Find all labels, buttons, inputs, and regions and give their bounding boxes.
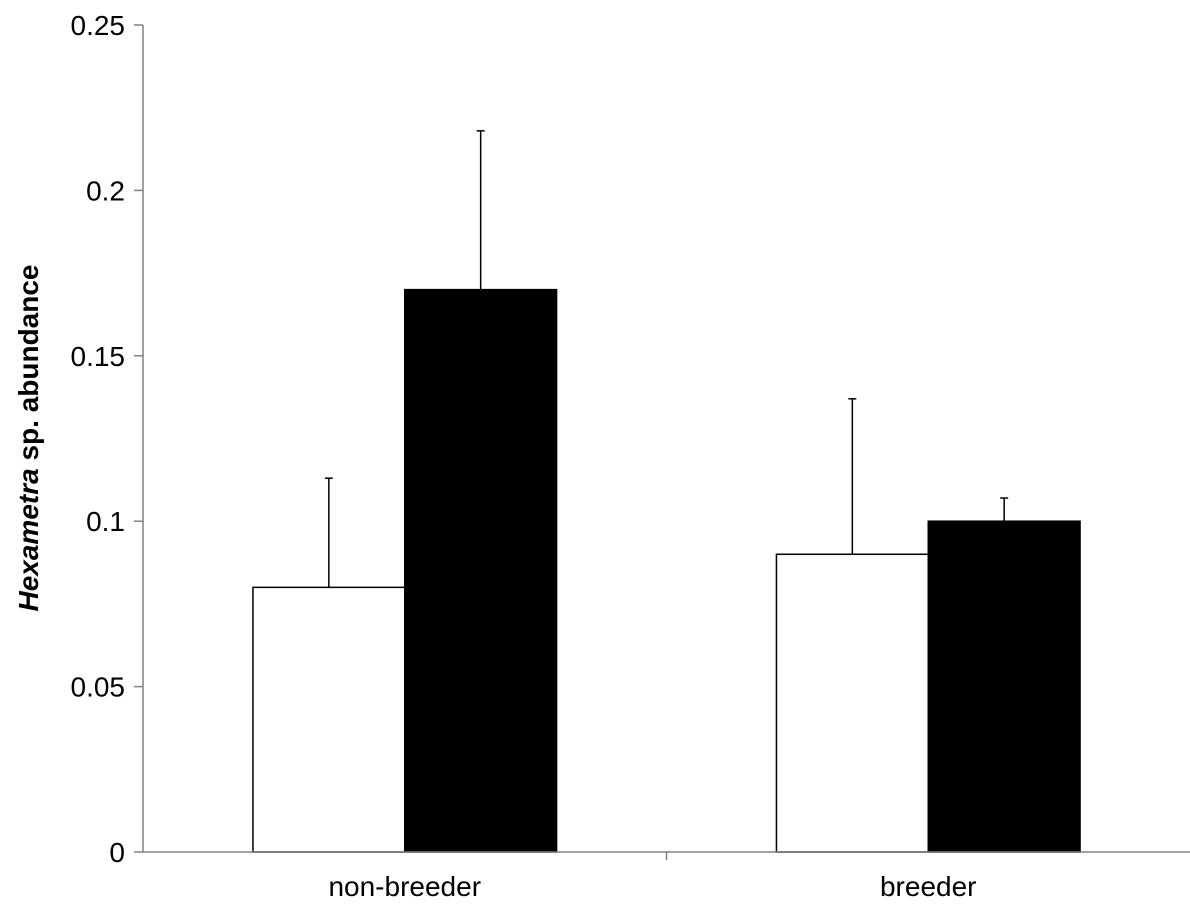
y-tick-label: 0.15 [71,341,126,372]
bar [927,520,1081,853]
bars-layer [252,288,1081,853]
y-tick-label: 0.25 [71,10,126,41]
error-bars-layer [324,130,1009,588]
bar [775,553,929,853]
y-axis-label: Hexametra sp. abundance [13,264,44,611]
bar [252,586,406,853]
y-tick-label: 0.1 [86,506,125,537]
x-tick-label: non-breeder [328,871,481,902]
x-tick-label: breeder [880,871,977,902]
y-axis-label-rest: sp. abundance [13,264,44,468]
x-ticks: non-breeder breeder [328,852,977,902]
y-tick-label: 0.2 [86,175,125,206]
y-ticks: 0 0.05 0.1 0.15 0.2 0.25 [71,10,143,868]
bar [404,288,558,853]
y-tick-label: 0.05 [71,672,126,703]
y-tick-label: 0 [109,837,125,868]
y-axis-label-italic: Hexametra [13,468,44,611]
